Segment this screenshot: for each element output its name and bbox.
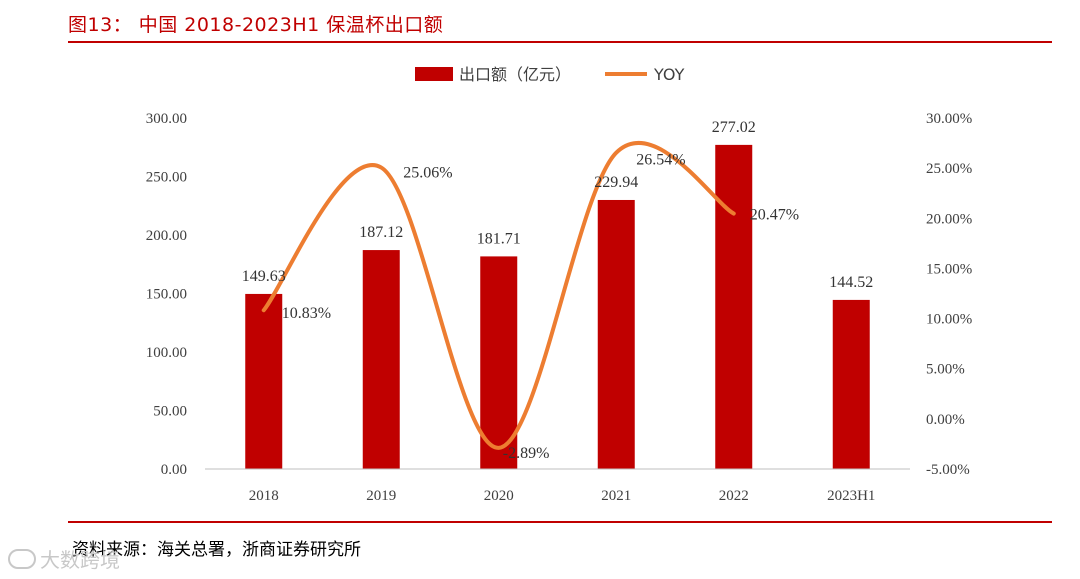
watermark: 大数跨境: [8, 544, 120, 573]
legend-line-label: YOY: [653, 65, 685, 84]
bar-data-labels: 149.63 187.12 181.71 229.94 277.02 144.52: [242, 119, 874, 291]
yoy-line-series: [261, 141, 736, 450]
chart-legend: 出口额（亿元） YOY: [415, 65, 685, 84]
x-tick-label: 2021: [601, 488, 631, 504]
x-tick-label: 2019: [366, 488, 396, 504]
yoy-label-2021: 26.54%: [636, 152, 685, 169]
bar-2022: [715, 144, 753, 469]
x-tick-label: 2022: [719, 488, 749, 504]
bar-label-2020: 181.71: [477, 230, 521, 247]
y-right-tick-label: 30.00%: [926, 111, 972, 127]
y-left-tick-label: 250.00: [146, 170, 187, 186]
yoy-label-2022: 20.47%: [750, 207, 799, 224]
y-left-tick-label: 200.00: [146, 228, 187, 244]
y-right-tick-label: 10.00%: [926, 312, 972, 328]
y-left-tick-label: 0.00: [161, 462, 187, 478]
y-left-tick-label: 50.00: [153, 404, 187, 420]
watermark-icon: [8, 548, 36, 569]
bar-label-2022: 277.02: [712, 119, 756, 136]
title-rule: [68, 41, 1052, 43]
bar-label-2018: 149.63: [242, 268, 286, 285]
y-axis-right: -5.00% 0.00% 5.00% 10.00% 15.00% 20.00% 25.00%…: [926, 111, 972, 478]
y-left-tick-label: 100.00: [146, 345, 187, 361]
y-left-tick-label: 150.00: [146, 287, 187, 303]
y-right-tick-label: 15.00%: [926, 261, 972, 277]
x-tick-label: 2018: [249, 488, 279, 504]
line-data-labels: 10.83% 25.06% -2.89% 26.54% 20.47%: [282, 152, 799, 462]
watermark-text: 大数跨境: [40, 548, 120, 572]
bar-2018: [245, 293, 283, 469]
bar-label-2019: 187.12: [359, 224, 403, 241]
x-axis-ticks: 2018 2019 2020 2021 2022 2023H1: [249, 488, 876, 504]
bar-series: [245, 144, 870, 469]
y-right-tick-label: 5.00%: [926, 362, 965, 378]
bar-2019: [362, 250, 400, 469]
bar-label-2021: 229.94: [594, 174, 638, 191]
x-tick-label: 2023H1: [827, 488, 875, 504]
bar-label-2023H1: 144.52: [829, 274, 873, 291]
yoy-label-2020: -2.89%: [503, 445, 550, 462]
source-note: 资料来源：海关总署，浙商证券研究所: [72, 540, 361, 560]
y-axis-left: 0.00 50.00 100.00 150.00 200.00 250.00 300.00: [146, 111, 187, 478]
legend-bar-swatch: [415, 67, 453, 81]
y-left-tick-label: 300.00: [146, 111, 187, 127]
x-tick-label: 2020: [484, 488, 514, 504]
y-right-tick-label: 0.00%: [926, 412, 965, 428]
source-rule: [68, 521, 1052, 523]
y-right-tick-label: 20.00%: [926, 211, 972, 227]
yoy-line: [261, 141, 736, 450]
bar-2020: [480, 256, 518, 469]
yoy-label-2018: 10.83%: [282, 305, 331, 322]
legend-bar-label: 出口额（亿元）: [459, 65, 571, 84]
figure-title: 图13： 中国 2018-2023H1 保温杯出口额: [68, 14, 444, 36]
yoy-label-2019: 25.06%: [403, 165, 452, 182]
y-right-tick-label: -5.00%: [926, 462, 970, 478]
y-right-tick-label: 25.00%: [926, 161, 972, 177]
bar-2023H1: [832, 299, 870, 469]
bar-2021: [597, 199, 635, 469]
